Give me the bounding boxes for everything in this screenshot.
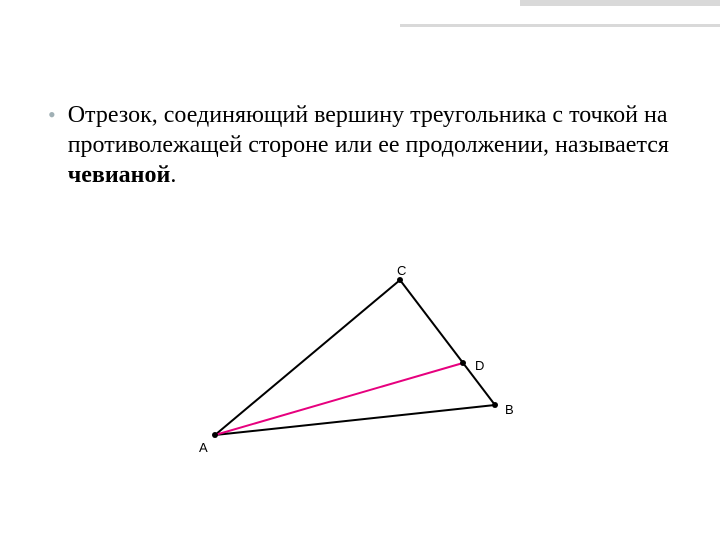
label-D: D bbox=[475, 358, 484, 373]
header-line-top bbox=[520, 0, 720, 6]
triangle-diagram: A B C D bbox=[175, 260, 545, 460]
edge-C-A bbox=[215, 280, 400, 435]
label-C: C bbox=[397, 263, 406, 278]
definition-period: . bbox=[170, 162, 176, 188]
header-line-bottom bbox=[400, 24, 720, 27]
label-B: B bbox=[505, 402, 514, 417]
definition-text: Отрезок, соединяющий вершину треугольник… bbox=[68, 100, 672, 190]
definition-term: чевианой bbox=[68, 162, 171, 188]
point-A bbox=[212, 432, 218, 438]
header-decor bbox=[400, 0, 720, 27]
point-B bbox=[492, 402, 498, 408]
definition-bullet-item: • Отрезок, соединяющий вершину треугольн… bbox=[48, 100, 672, 190]
diagram-svg bbox=[175, 260, 545, 460]
content-area: • Отрезок, соединяющий вершину треугольн… bbox=[48, 100, 672, 190]
label-A: A bbox=[199, 440, 208, 455]
edge-B-C bbox=[400, 280, 495, 405]
point-D bbox=[460, 360, 466, 366]
definition-body: Отрезок, соединяющий вершину треугольник… bbox=[68, 102, 669, 158]
bullet-glyph: • bbox=[48, 100, 56, 130]
edge-A-D bbox=[215, 363, 463, 435]
edge-A-B bbox=[215, 405, 495, 435]
